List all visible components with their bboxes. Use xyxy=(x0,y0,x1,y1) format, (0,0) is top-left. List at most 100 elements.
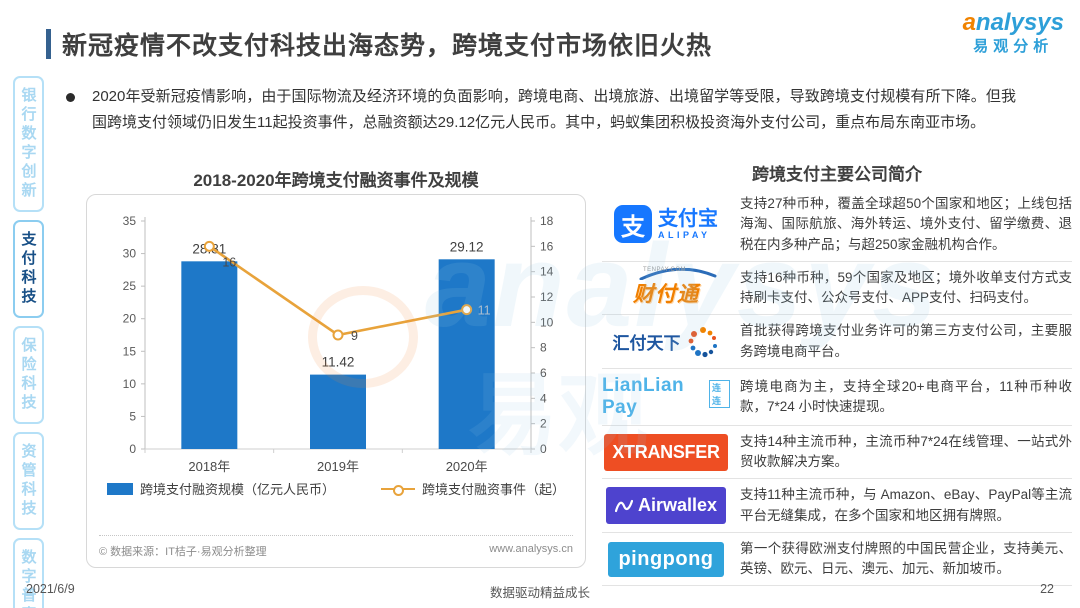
huifu-logo: 汇付天下 xyxy=(602,325,730,359)
companies-panel: 跨境支付主要公司简介 支 支付宝 ALIPAY 支持27种币种，覆盖全球超50个… xyxy=(602,160,1072,587)
xtransfer-logo: XTRANSFER xyxy=(602,433,730,471)
footer-slogan: 数据驱动精益成长 xyxy=(489,586,590,600)
bar-legend-label: 跨境支付融资规模（亿元人民币） xyxy=(139,482,335,497)
right-tick-label: 8 xyxy=(540,341,547,355)
tenpay-logo: TENPAY.COM 财付通 xyxy=(602,267,730,308)
bar-value-label: 29.12 xyxy=(450,239,484,254)
slide-footer: 2021/6/9 数据驱动精益成长 22 xyxy=(0,582,1080,600)
left-tick-label: 30 xyxy=(123,247,137,261)
card-divider xyxy=(99,535,573,536)
footer-date: 2021/6/9 xyxy=(26,582,75,596)
right-tick-label: 10 xyxy=(540,315,554,329)
lianlian-logo-en: LianLian Pay xyxy=(602,374,685,418)
bar-value-label: 11.42 xyxy=(322,355,355,370)
sidebar-tab-0[interactable]: 银行数字创新 xyxy=(12,76,44,212)
company-row-airwallex: Airwallex 支持11种主流币种，与 Amazon、eBay、PayPal… xyxy=(602,479,1072,533)
line-value-label: 16 xyxy=(222,255,236,269)
lianlian-logo-cn: 连连 xyxy=(708,379,730,408)
line-point xyxy=(203,240,215,252)
sidebar-tab-2[interactable]: 保险科技 xyxy=(12,326,44,424)
company-desc: 支持11种主流币种，与 Amazon、eBay、PayPal等主流平台无缝集成，… xyxy=(740,487,1072,523)
summary-bullet: 2020年受新冠疫情影响，由于国际物流及经济环境的负面影响，跨境电商、出境旅游、… xyxy=(66,84,1016,136)
right-tick-label: 0 xyxy=(540,442,547,456)
company-row-huifu: 汇付天下 首批获得跨境支付业务许可的第三方支付公司，主要服务跨境电商平台。 xyxy=(602,315,1072,369)
bar-2020年 xyxy=(438,259,495,449)
line-value-label: 11 xyxy=(478,304,491,318)
tenpay-logo-en: TENPAY.COM xyxy=(643,267,687,273)
alipay-logo: 支 支付宝 ALIPAY xyxy=(602,205,730,244)
alipay-logo-en: ALIPAY xyxy=(658,229,711,240)
left-tick-label: 0 xyxy=(129,442,136,456)
source-link[interactable]: www.analysys.cn xyxy=(489,543,573,555)
bar-legend-swatch xyxy=(106,482,133,495)
line-point xyxy=(461,304,473,316)
airwallex-logo-text: Airwallex xyxy=(637,495,718,515)
company-desc: 第一个获得欧洲支付牌照的中国民营企业，支持美元、英镑、欧元、日元、澳元、加元、新… xyxy=(740,540,1072,576)
sidebar-tab-1[interactable]: 支付科技 xyxy=(12,220,44,318)
page-title: 新冠疫情不改支付科技出海态势，跨境支付市场依旧火热 xyxy=(46,26,712,62)
events-line xyxy=(208,245,467,337)
tenpay-logo-cn: 财付通 xyxy=(633,283,699,306)
company-desc: 跨境电商为主，支持全球20+电商平台，11种币种收款，7*24 小时快速提现。 xyxy=(740,378,1072,414)
company-row-alipay: 支 支付宝 ALIPAY 支持27种币种，覆盖全球超50个国家和地区；上线包括海… xyxy=(602,188,1072,262)
airwallex-mark-icon xyxy=(614,499,633,513)
line-value-label: 9 xyxy=(351,329,358,343)
company-row-tenpay: TENPAY.COM 财付通 支持16种币种，59个国家及地区；境外收单支付方式… xyxy=(602,262,1072,316)
company-row-pingpong: pingpong 第一个获得欧洲支付牌照的中国民营企业，支持美元、英镑、欧元、日… xyxy=(602,533,1072,587)
xtransfer-logo-text: XTRANSFER xyxy=(604,433,728,471)
tenpay-swoosh-icon xyxy=(639,268,717,280)
sidebar-tab-3[interactable]: 资管科技 xyxy=(12,432,44,530)
line-legend-label: 跨境支付融资事件（起） xyxy=(422,482,566,497)
title-accent-bar xyxy=(46,29,51,59)
company-desc: 支持16种币种，59个国家及地区；境外收单支付方式支持刷卡支付、公众号支付、AP… xyxy=(740,269,1072,305)
airwallex-logo: Airwallex xyxy=(602,487,730,524)
legend-item-line: 跨境支付融资事件（起） xyxy=(381,479,565,498)
right-tick-label: 18 xyxy=(540,214,554,228)
alipay-logo-cn: 支付宝 xyxy=(658,207,718,230)
right-tick-label: 4 xyxy=(540,391,547,405)
pingpong-logo: pingpong xyxy=(602,541,730,577)
right-tick-label: 6 xyxy=(540,366,547,380)
x-category-label: 2019年 xyxy=(317,459,359,474)
right-tick-label: 12 xyxy=(540,290,554,304)
company-desc: 支持14种主流币种，主流币种7*24在线管理、一站式外贸收款解决方案。 xyxy=(740,433,1072,469)
legend-item-bar: 跨境支付融资规模（亿元人民币） xyxy=(106,479,335,498)
sidebar-tab-4[interactable]: 数字普惠 xyxy=(12,538,44,608)
x-category-label: 2020年 xyxy=(446,459,488,474)
x-category-label: 2018年 xyxy=(188,459,230,474)
page-title-text: 新冠疫情不改支付科技出海态势，跨境支付市场依旧火热 xyxy=(62,32,713,60)
companies-panel-title: 跨境支付主要公司简介 xyxy=(752,165,922,184)
chart-legend: 跨境支付融资规模（亿元人民币） 跨境支付融资事件（起） xyxy=(99,479,573,498)
company-row-xtransfer: XTRANSFER 支持14种主流币种，主流币种7*24在线管理、一站式外贸收款… xyxy=(602,426,1072,480)
company-desc: 支持27种币种，覆盖全球超50个国家和地区；上线包括海淘、国际航旅、海外转运、境… xyxy=(740,196,1072,252)
alipay-badge-icon: 支 xyxy=(614,205,652,244)
analysys-logo: analysys 易观分析 xyxy=(963,10,1064,56)
line-point xyxy=(332,329,344,341)
left-tick-label: 5 xyxy=(129,409,136,423)
chart-title: 2018-2020年跨境支付融资事件及规模 xyxy=(193,171,479,190)
company-row-lianlian: LianLian Pay 连连 跨境电商为主，支持全球20+电商平台，11种币种… xyxy=(602,369,1072,426)
right-tick-label: 16 xyxy=(540,239,554,253)
bullet-icon xyxy=(66,93,75,102)
funding-chart: 0510152025303502468101214161828.8111.422… xyxy=(123,214,554,474)
section-sidebar: 银行数字创新支付科技保险科技资管科技数字普惠 xyxy=(7,76,49,608)
lianlian-logo: LianLian Pay 连连 xyxy=(602,375,730,419)
company-desc: 首批获得跨境支付业务许可的第三方支付公司，主要服务跨境电商平台。 xyxy=(740,323,1072,359)
huifu-pinwheel-icon xyxy=(688,326,717,357)
chart-card: 0510152025303502468101214161828.8111.422… xyxy=(86,194,586,568)
right-tick-label: 14 xyxy=(540,265,554,279)
right-tick-label: 2 xyxy=(540,417,547,431)
left-tick-label: 15 xyxy=(123,344,137,358)
chart-source-row: © 数据来源：IT桔子·易观分析整理 www.analysys.cn xyxy=(99,536,573,559)
huifu-logo-cn: 汇付天下 xyxy=(612,334,681,353)
left-tick-label: 25 xyxy=(123,279,137,293)
pingpong-logo-text: pingpong xyxy=(608,541,724,577)
footer-page-number: 22 xyxy=(1040,582,1054,596)
left-tick-label: 20 xyxy=(123,312,137,326)
analysys-logo-wordmark: analysys xyxy=(962,9,1064,36)
analysys-logo-cn: 易观分析 xyxy=(973,38,1054,56)
data-source-text: © 数据来源：IT桔子·易观分析整理 xyxy=(99,546,267,558)
left-tick-label: 35 xyxy=(123,214,137,228)
left-tick-label: 10 xyxy=(123,377,137,391)
